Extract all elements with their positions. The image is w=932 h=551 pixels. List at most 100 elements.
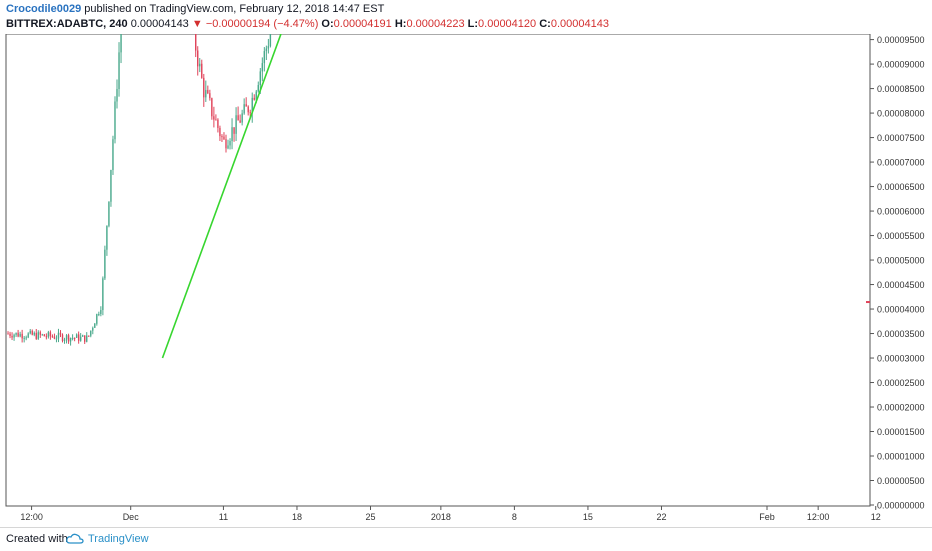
- candle-body: [69, 337, 72, 342]
- candle-body: [100, 310, 102, 315]
- candle-body: [73, 337, 76, 339]
- candle-body: [229, 141, 231, 146]
- chart-header: Crocodile0029 published on TradingView.c…: [0, 0, 932, 34]
- high-value: 0.00004223: [406, 18, 465, 30]
- candle-body: [269, 34, 272, 47]
- candle-body: [106, 225, 108, 250]
- created-with-text: Created with: [6, 533, 68, 545]
- candle-body: [88, 335, 90, 337]
- tradingview-cloud-icon: [66, 533, 84, 544]
- x-tick-label: 12: [871, 512, 881, 522]
- y-tick-label: 0.00004000: [877, 305, 925, 315]
- x-tick-label: 2018: [431, 512, 451, 522]
- close-value: 0.00004143: [550, 18, 609, 30]
- candle-body: [265, 48, 268, 52]
- candle-body: [61, 334, 64, 341]
- candle-body: [77, 334, 80, 341]
- candle-body: [81, 335, 84, 337]
- y-tick-label: 0.00000500: [877, 476, 925, 486]
- x-tick-label: 11: [219, 512, 228, 522]
- y-tick-label: 0.00005500: [877, 231, 925, 241]
- high-label: H:: [394, 18, 407, 30]
- tradingview-brand-link[interactable]: TradingView: [88, 533, 149, 545]
- low-value: 0.00004120: [478, 18, 537, 30]
- candle-body: [41, 334, 44, 336]
- candle-body: [227, 145, 229, 149]
- candle-body: [19, 333, 21, 337]
- close-label: C:: [539, 18, 551, 30]
- y-tick-label: 0.00006000: [877, 207, 925, 217]
- y-tick-label: 0.00002000: [877, 403, 925, 413]
- candle-body: [267, 46, 270, 49]
- candle-body: [217, 119, 219, 128]
- candle-body: [219, 127, 221, 137]
- candle-body: [45, 336, 48, 338]
- y-tick-label: 0.00000000: [877, 501, 925, 511]
- publish-line: Crocodile0029 published on TradingView.c…: [6, 3, 384, 15]
- candle-body: [98, 314, 100, 316]
- price-chart[interactable]: 0.00009500 0.00009000 0.00008500 0.00008000…: [0, 34, 932, 527]
- y-tick-label: 0.00008000: [877, 109, 925, 119]
- x-tick-label: 12:00: [807, 512, 830, 522]
- candle-body: [84, 335, 86, 342]
- candle-body: [47, 332, 50, 337]
- candle-body: [57, 332, 60, 339]
- candle-body: [223, 136, 225, 140]
- candle-body: [71, 337, 74, 339]
- candle-body: [253, 97, 255, 100]
- candle-body: [199, 63, 201, 67]
- candle-body: [114, 101, 116, 140]
- candle-body: [231, 127, 233, 142]
- candle-body: [257, 85, 259, 92]
- candle-body: [51, 336, 54, 338]
- y-tick-label: 0.00005000: [877, 256, 925, 266]
- x-tick-label: 22: [656, 512, 666, 522]
- candle-body: [225, 139, 227, 149]
- x-tick-label: 8: [512, 512, 517, 522]
- candle-body: [110, 170, 112, 202]
- candle-body: [259, 71, 262, 86]
- candle-body: [27, 333, 29, 338]
- candle-body: [221, 136, 223, 138]
- low-label: L:: [467, 18, 479, 30]
- candle-body: [37, 332, 39, 339]
- candle-body: [116, 88, 118, 102]
- candle-body: [239, 120, 241, 123]
- candle-body: [39, 332, 42, 335]
- candle-body: [65, 335, 68, 340]
- candle-body: [118, 52, 120, 89]
- last-price: 0.00004143: [130, 18, 189, 30]
- candle-body: [203, 77, 205, 98]
- candle-body: [237, 115, 239, 121]
- y-tick-label: 0.00004500: [877, 280, 925, 290]
- candle-body: [255, 91, 257, 100]
- candle-body: [104, 249, 106, 279]
- x-tick-label: 15: [583, 512, 593, 522]
- candle-body: [201, 63, 203, 78]
- x-tick-label: 25: [366, 512, 376, 522]
- candle-body: [112, 139, 114, 171]
- candle-body: [195, 34, 197, 51]
- candle-body: [205, 90, 207, 98]
- x-tick-label: 12:00: [20, 512, 43, 522]
- author-link[interactable]: Crocodile0029: [6, 3, 82, 15]
- candle-body: [96, 314, 98, 324]
- candle-body: [49, 332, 52, 337]
- candle-body: [211, 98, 213, 117]
- y-tick-label: 0.00009500: [877, 35, 925, 45]
- candle-body: [241, 113, 243, 123]
- y-tick-label: 0.00002500: [877, 378, 925, 388]
- candle-body: [92, 327, 94, 331]
- y-tick-label: 0.00007000: [877, 158, 925, 168]
- candle-body: [263, 51, 266, 64]
- candle-body: [21, 333, 23, 339]
- candle-body: [261, 63, 264, 72]
- candle-body: [102, 278, 104, 311]
- candle-body: [79, 336, 82, 341]
- candle-body: [233, 127, 235, 134]
- symbol-line: BITTREX:ADABTC, 240 0.00004143 ▼ −0.0000…: [6, 18, 609, 30]
- candle-body: [31, 330, 33, 335]
- candle-body: [35, 332, 37, 339]
- candle-body: [29, 330, 31, 334]
- candle-body: [213, 116, 215, 120]
